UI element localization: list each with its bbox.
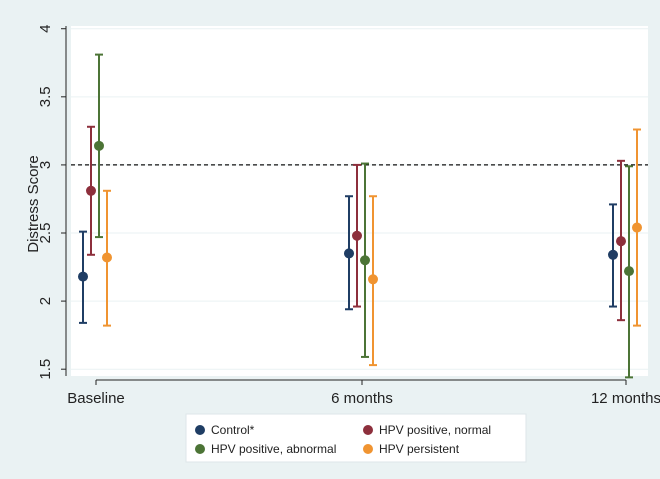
y-tick-label: 4 [37, 25, 54, 33]
data-series [78, 53, 642, 379]
legend-marker [195, 425, 205, 435]
legend-item: HPV positive, normal [363, 423, 491, 437]
x-tick-label: Baseline [67, 390, 125, 407]
y-tick-label: 3.5 [37, 86, 54, 107]
data-point [102, 252, 112, 263]
legend-marker [363, 444, 373, 454]
legend-marker [195, 444, 205, 454]
y-tick-label: 1.5 [37, 359, 54, 380]
data-point [352, 230, 362, 241]
y-tick-label: 2 [37, 297, 54, 305]
series-2 [86, 125, 626, 322]
series-3 [94, 53, 634, 379]
y-tick-label: 2.5 [37, 223, 54, 244]
series-4 [102, 128, 642, 367]
legend-label: HPV positive, abnormal [211, 442, 336, 456]
legend-marker [363, 425, 373, 435]
data-point [360, 255, 370, 266]
y-axis-ticks: 4 3.5 3 2.5 2 1.5 [37, 25, 66, 380]
y-tick-label: 3 [37, 161, 54, 169]
data-point [608, 249, 618, 260]
data-point [632, 222, 642, 233]
x-axis-ticks: Baseline 6 months 12 months [67, 380, 660, 407]
series-1 [78, 195, 618, 324]
data-point [78, 271, 88, 282]
plot-area [71, 26, 648, 376]
data-point [344, 248, 354, 259]
legend-box [185, 413, 527, 463]
legend-label: Control* [211, 423, 255, 437]
data-point [94, 140, 104, 151]
legend-item: HPV positive, abnormal [195, 442, 336, 456]
legend: Control* HPV positive, normal HPV positive… [185, 413, 527, 463]
legend-item: Control* [195, 423, 255, 437]
data-point [368, 274, 378, 285]
y-axis-title: Distress Score [25, 155, 42, 253]
data-point [86, 185, 96, 196]
legend-label: HPV positive, normal [379, 423, 491, 437]
x-tick-label: 12 months [591, 390, 660, 407]
data-point [616, 236, 626, 247]
axes [65, 26, 626, 381]
data-point [624, 266, 634, 277]
legend-label: HPV persistent [379, 442, 460, 456]
legend-item: HPV persistent [363, 442, 460, 456]
x-tick-label: 6 months [331, 390, 393, 407]
